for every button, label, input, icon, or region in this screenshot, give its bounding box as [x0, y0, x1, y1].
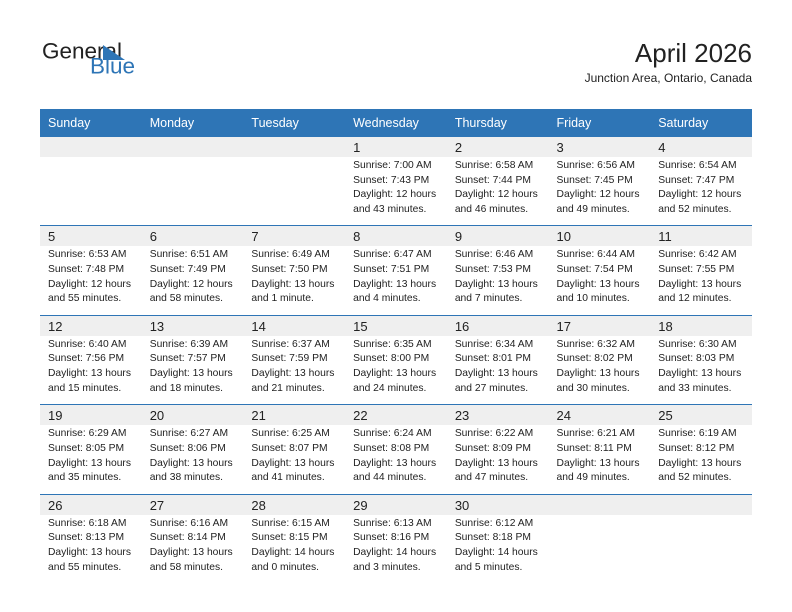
svg-text:Blue: Blue — [90, 54, 135, 79]
